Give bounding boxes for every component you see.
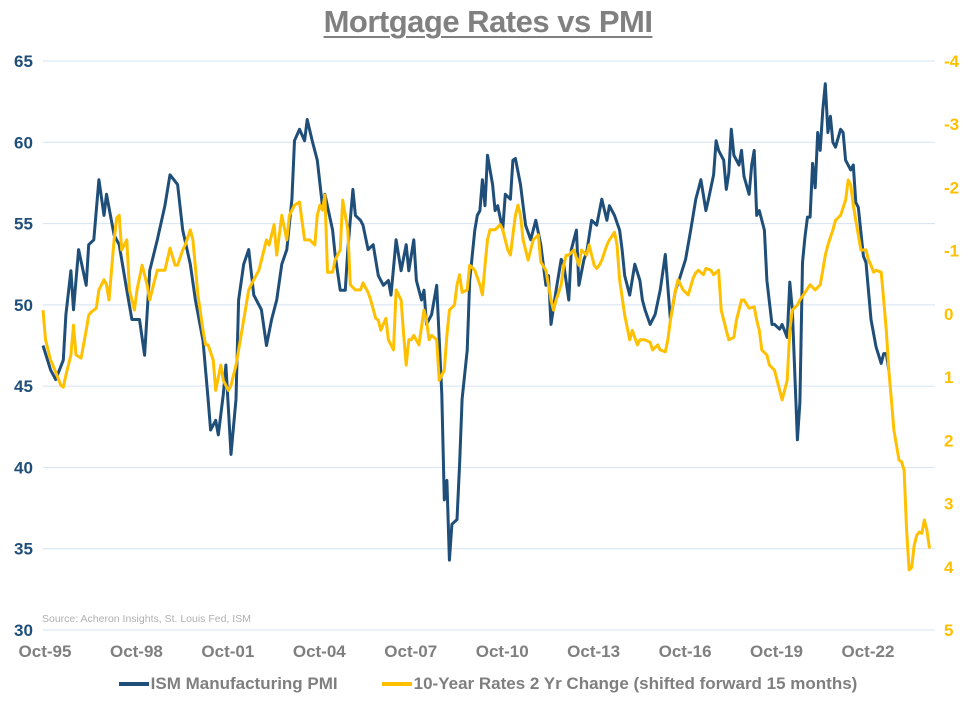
x-tick-label: Oct-07 xyxy=(384,642,437,661)
legend-item-pmi[interactable]: ISM Manufacturing PMI xyxy=(118,674,338,694)
y-right-tick-label: 5 xyxy=(944,621,953,640)
x-tick-label: Oct-16 xyxy=(659,642,712,661)
y-right-tick-label: 3 xyxy=(944,495,953,514)
y-left-tick-label: 40 xyxy=(14,458,33,477)
source-note: Source: Acheron Insights, St. Louis Fed,… xyxy=(42,613,251,625)
chart-title: Mortgage Rates vs PMI xyxy=(323,4,653,39)
y-left-tick-label: 45 xyxy=(14,377,33,396)
y-right-tick-label: -2 xyxy=(944,178,959,197)
y-right-tick-label: -1 xyxy=(944,242,959,261)
y-left-tick-label: 60 xyxy=(14,133,33,152)
y-right-tick-label: -4 xyxy=(944,52,960,71)
y-left-tick-label: 35 xyxy=(14,540,33,559)
y-right-tick-label: -3 xyxy=(944,115,959,134)
y-right-tick-label: 1 xyxy=(944,368,953,387)
y-left-tick-label: 55 xyxy=(14,215,33,234)
x-tick-label: Oct-10 xyxy=(476,642,529,661)
x-tick-label: Oct-19 xyxy=(750,642,803,661)
y-right-tick-label: 0 xyxy=(944,305,953,324)
legend: ISM Manufacturing PMI 10-Year Rates 2 Yr… xyxy=(0,674,976,694)
x-tick-label: Oct-95 xyxy=(19,642,72,661)
y-right-tick-label: 2 xyxy=(944,431,953,450)
legend-item-rates[interactable]: 10-Year Rates 2 Yr Change (shifted forwa… xyxy=(381,674,858,694)
legend-swatch-pmi xyxy=(118,682,149,686)
y-left-tick-label: 30 xyxy=(14,621,33,640)
legend-label-rates: 10-Year Rates 2 Yr Change (shifted forwa… xyxy=(413,674,858,693)
x-tick-label: Oct-22 xyxy=(841,642,894,661)
x-tick-label: Oct-98 xyxy=(110,642,163,661)
x-tick-label: Oct-01 xyxy=(201,642,254,661)
x-tick-label: Oct-04 xyxy=(293,642,346,661)
y-left-tick-label: 65 xyxy=(14,52,33,71)
legend-label-pmi: ISM Manufacturing PMI xyxy=(150,674,338,693)
y-right-tick-label: 4 xyxy=(944,558,954,577)
y-left-tick-label: 50 xyxy=(14,296,33,315)
series-line-pmi xyxy=(41,82,891,562)
series-line-rates xyxy=(41,178,931,572)
x-tick-label: Oct-13 xyxy=(567,642,620,661)
legend-swatch-rates xyxy=(381,682,412,686)
